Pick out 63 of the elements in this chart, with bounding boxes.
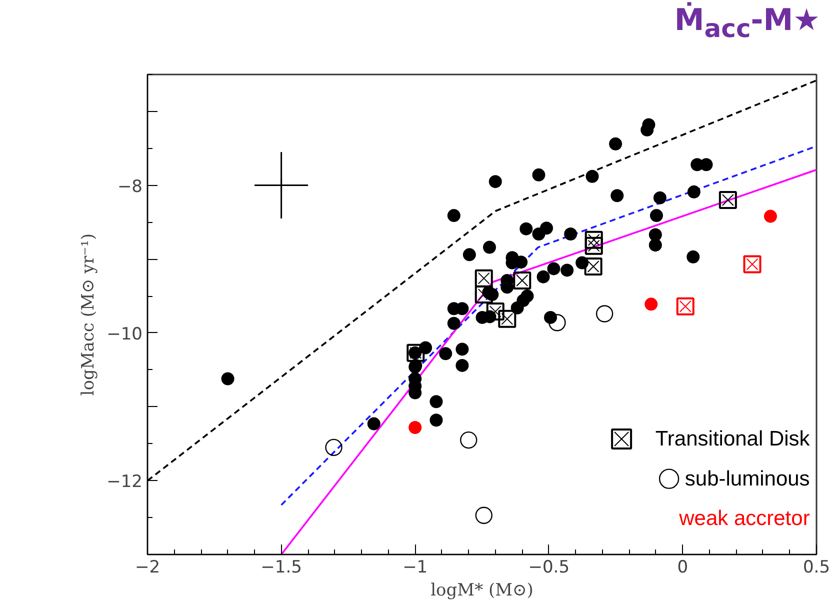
point — [475, 506, 492, 524]
point — [584, 230, 603, 249]
point — [367, 417, 380, 430]
point — [513, 272, 532, 290]
point — [686, 250, 700, 264]
point — [743, 255, 762, 274]
point — [564, 228, 578, 240]
point — [609, 137, 622, 150]
point — [474, 269, 493, 288]
point — [584, 258, 602, 276]
point — [486, 302, 504, 321]
point — [532, 168, 546, 182]
text: weak accretor — [678, 507, 810, 530]
y-tick-label: −10 — [106, 324, 143, 344]
x-tick-label: −1 — [402, 558, 428, 578]
point — [640, 123, 654, 136]
point — [520, 222, 533, 236]
point — [406, 344, 425, 362]
point — [596, 305, 614, 322]
point — [718, 191, 737, 210]
point — [456, 342, 469, 356]
point — [221, 372, 234, 386]
point — [408, 420, 422, 434]
legend-label: sub-luminous — [684, 467, 810, 490]
point — [325, 438, 342, 456]
point — [536, 270, 550, 284]
x-tick-label: 0.5 — [802, 558, 830, 578]
point — [700, 158, 713, 172]
point — [460, 431, 478, 449]
point — [540, 222, 553, 235]
x-axis-title: logM* (M⊙) — [430, 580, 534, 600]
point — [447, 209, 460, 222]
point — [488, 175, 502, 188]
x-tick-label: −1.5 — [260, 558, 302, 578]
x-tick-label: −2 — [134, 558, 160, 578]
chart-title: Ṁ$_{acc}$-M★ — [673, 1, 820, 45]
point — [584, 236, 603, 255]
point — [482, 240, 496, 254]
x-tick-label: 0 — [677, 558, 688, 578]
y-axis-title: logMacc (M⊙ yr⁻¹) — [78, 233, 99, 396]
point — [462, 248, 476, 262]
point — [648, 238, 662, 252]
point — [439, 347, 452, 360]
point — [447, 316, 460, 330]
y-tick-label: −12 — [106, 472, 143, 492]
point — [430, 414, 443, 427]
x-tick-label: −0.5 — [528, 558, 570, 578]
point — [498, 310, 516, 328]
point — [653, 191, 666, 204]
point — [687, 185, 700, 198]
point — [610, 189, 624, 202]
point — [510, 301, 524, 314]
point — [650, 209, 663, 222]
point — [676, 297, 694, 316]
point — [547, 262, 560, 276]
point — [430, 395, 443, 408]
point — [644, 298, 658, 311]
point — [764, 210, 777, 223]
point — [560, 264, 574, 277]
y-tick-label: −8 — [117, 176, 142, 197]
legend-label: Transitional Disk — [655, 427, 810, 450]
point — [586, 170, 599, 183]
point — [456, 358, 469, 372]
